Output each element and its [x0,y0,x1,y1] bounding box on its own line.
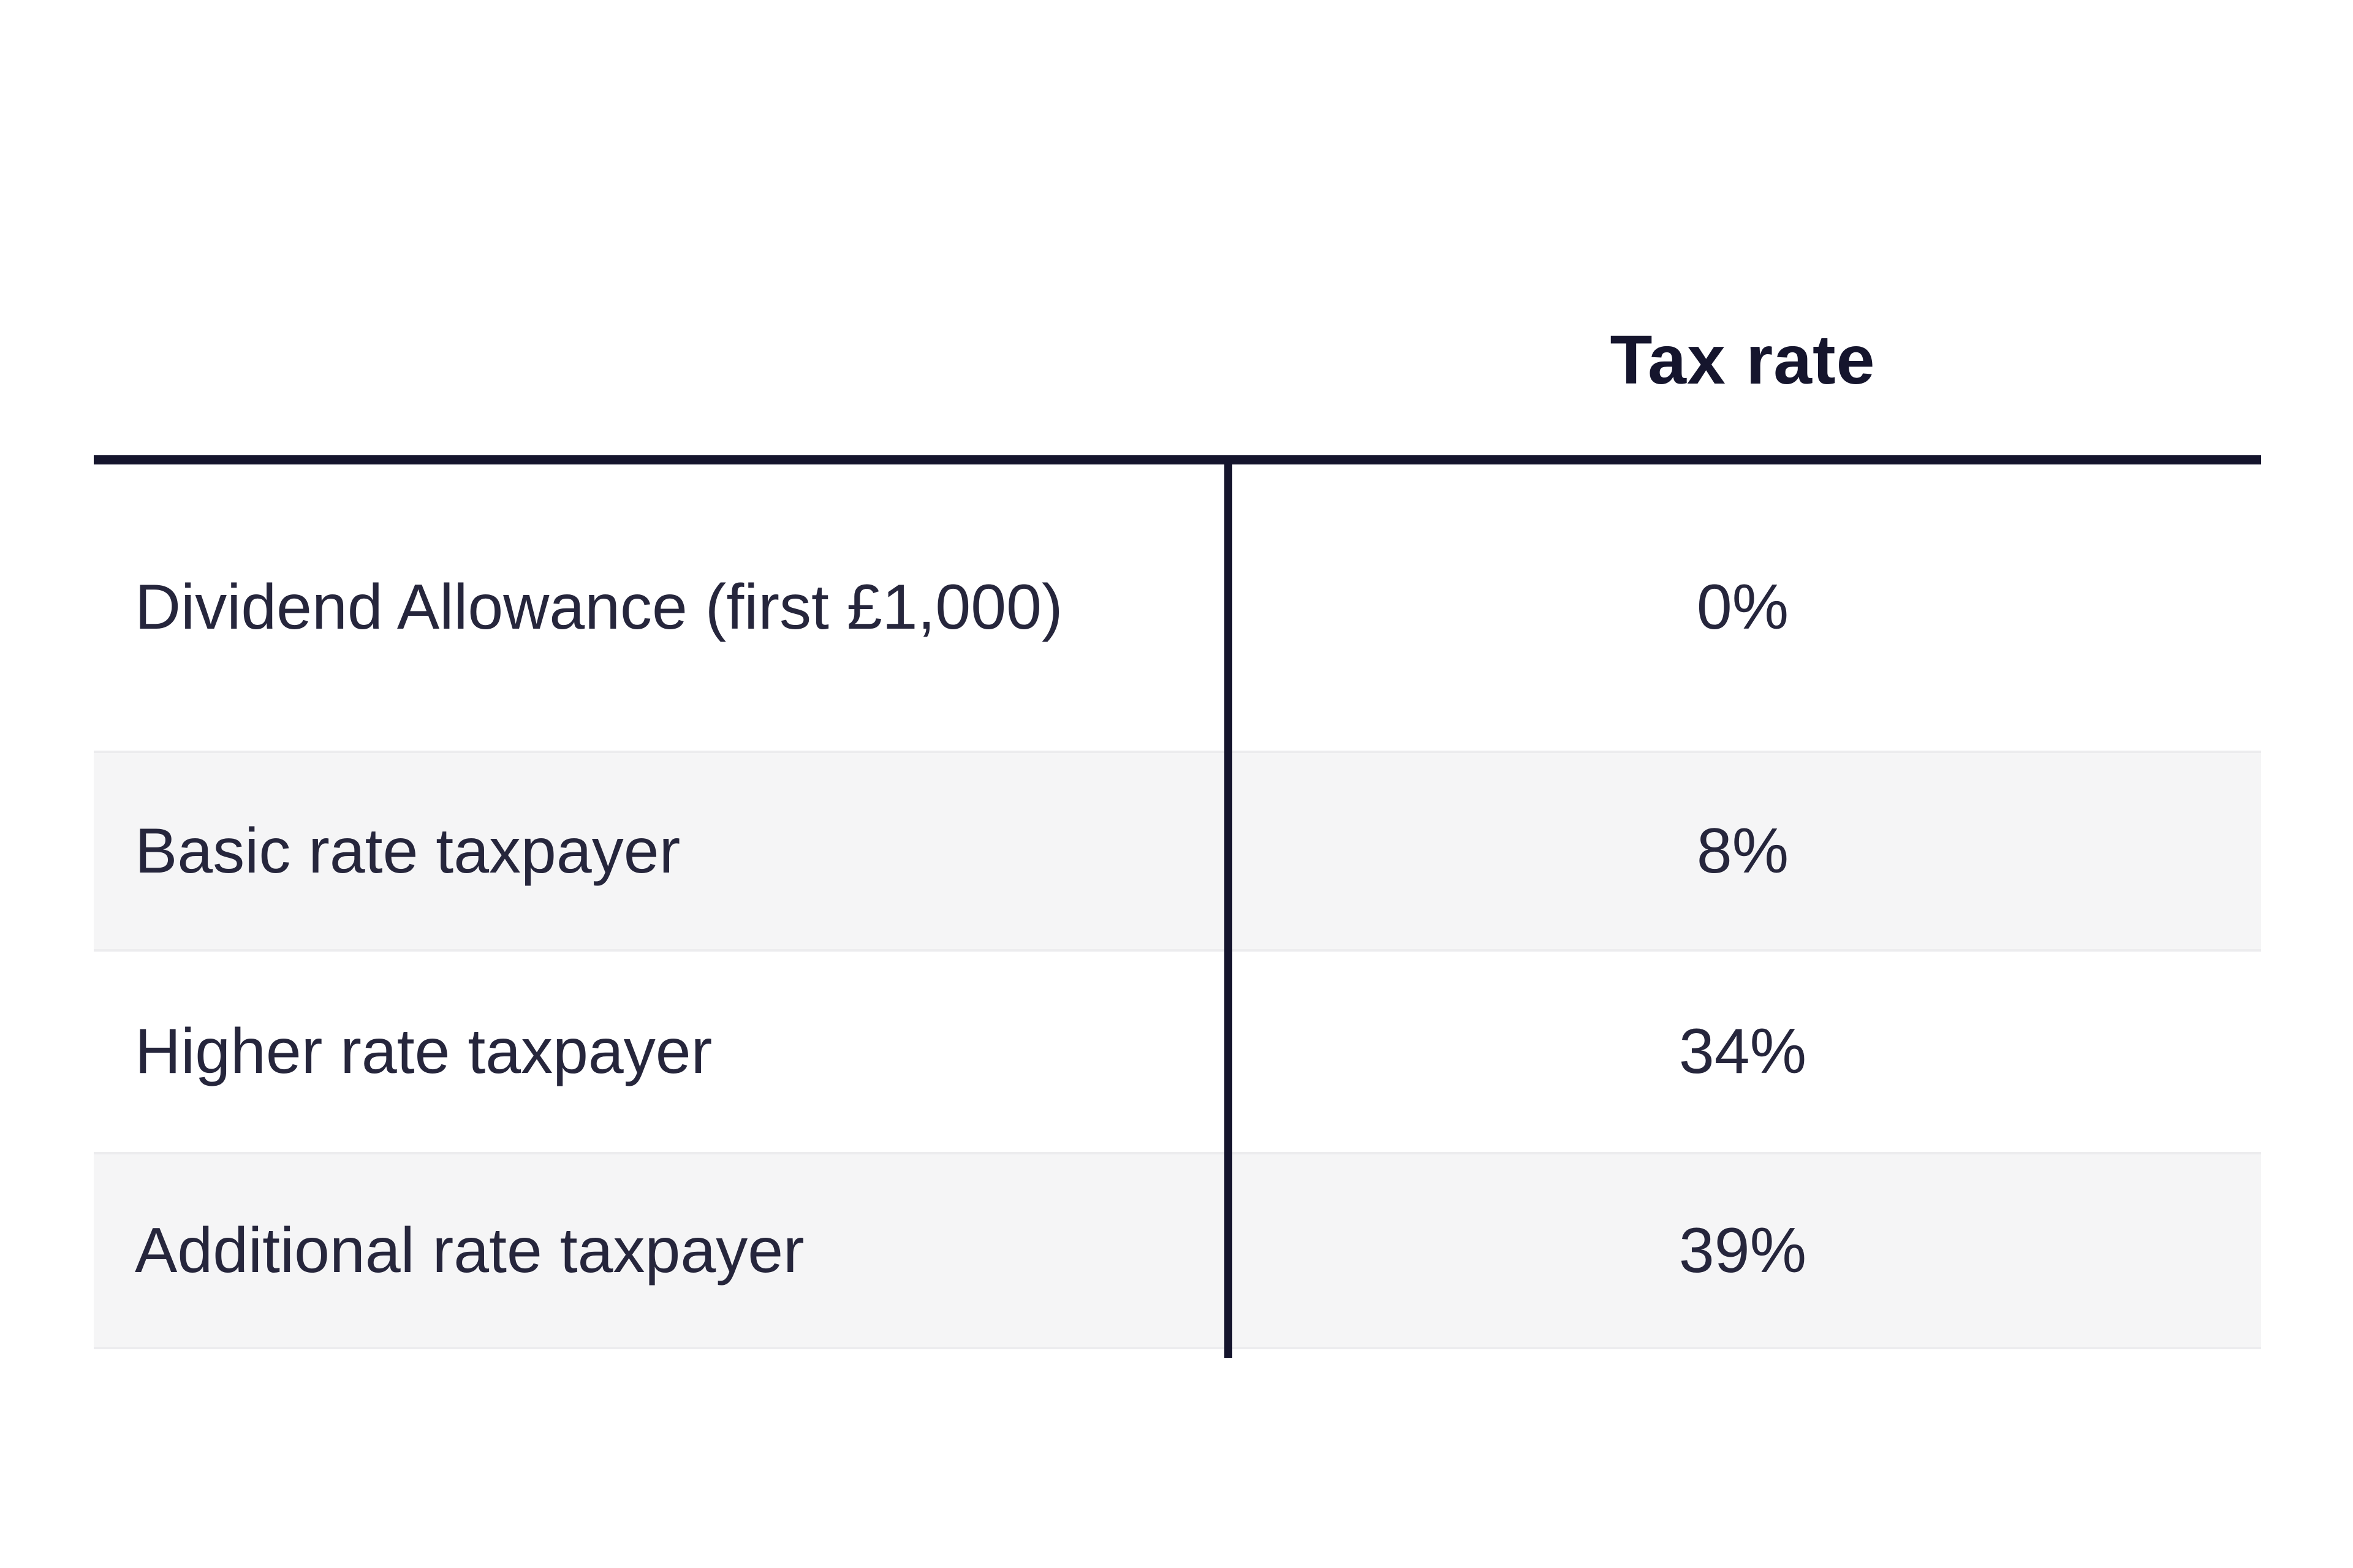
table-row: Basic rate taxpayer 8% [94,751,2261,952]
table-row: Additional rate taxpayer 39% [94,1152,2261,1349]
tax-rate-column-header: Tax rate [1610,320,1876,398]
table-header-row: Tax rate [94,263,2261,464]
row-value: 0% [1696,572,1789,643]
row-label: Dividend Allowance (first £1,000) [135,572,1063,643]
table-row: Dividend Allowance (first £1,000) 0% [94,464,2261,751]
row-label: Additional rate taxpayer [135,1214,805,1286]
row-value: 39% [1678,1214,1807,1286]
column-divider-rule [1224,464,1232,1358]
header-empty-cell [94,263,1224,455]
row-label: Basic rate taxpayer [135,815,681,887]
table-row: Higher rate taxpayer 34% [94,952,2261,1152]
row-value: 8% [1696,815,1789,887]
row-value: 34% [1678,1016,1807,1087]
row-label: Higher rate taxpayer [135,1016,713,1087]
tax-rate-table: Tax rate Dividend Allowance (first £1,00… [94,263,2261,1358]
